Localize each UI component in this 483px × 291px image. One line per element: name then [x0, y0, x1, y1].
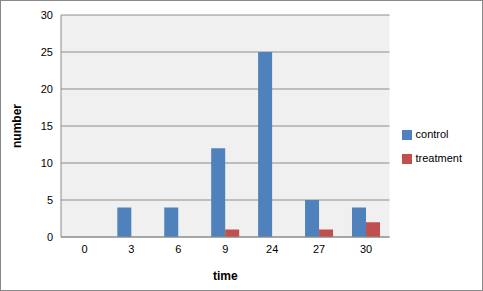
svg-text:24: 24 — [266, 243, 278, 255]
svg-text:6: 6 — [175, 243, 181, 255]
svg-text:27: 27 — [313, 243, 325, 255]
svg-text:15: 15 — [41, 120, 53, 132]
svg-text:0: 0 — [47, 231, 53, 243]
svg-text:3: 3 — [128, 243, 134, 255]
svg-text:10: 10 — [41, 157, 53, 169]
svg-text:30: 30 — [41, 9, 53, 21]
svg-text:number: number — [10, 104, 24, 148]
svg-text:9: 9 — [222, 243, 228, 255]
svg-text:time: time — [213, 269, 238, 283]
svg-text:0: 0 — [81, 243, 87, 255]
html-text:treatment: treatment — [415, 151, 462, 164]
svg-text:20: 20 — [41, 83, 53, 95]
svg-text:25: 25 — [41, 46, 53, 58]
html-text:control: control — [415, 127, 449, 140]
svg-text:30: 30 — [360, 243, 372, 255]
svg-text:5: 5 — [47, 194, 53, 206]
